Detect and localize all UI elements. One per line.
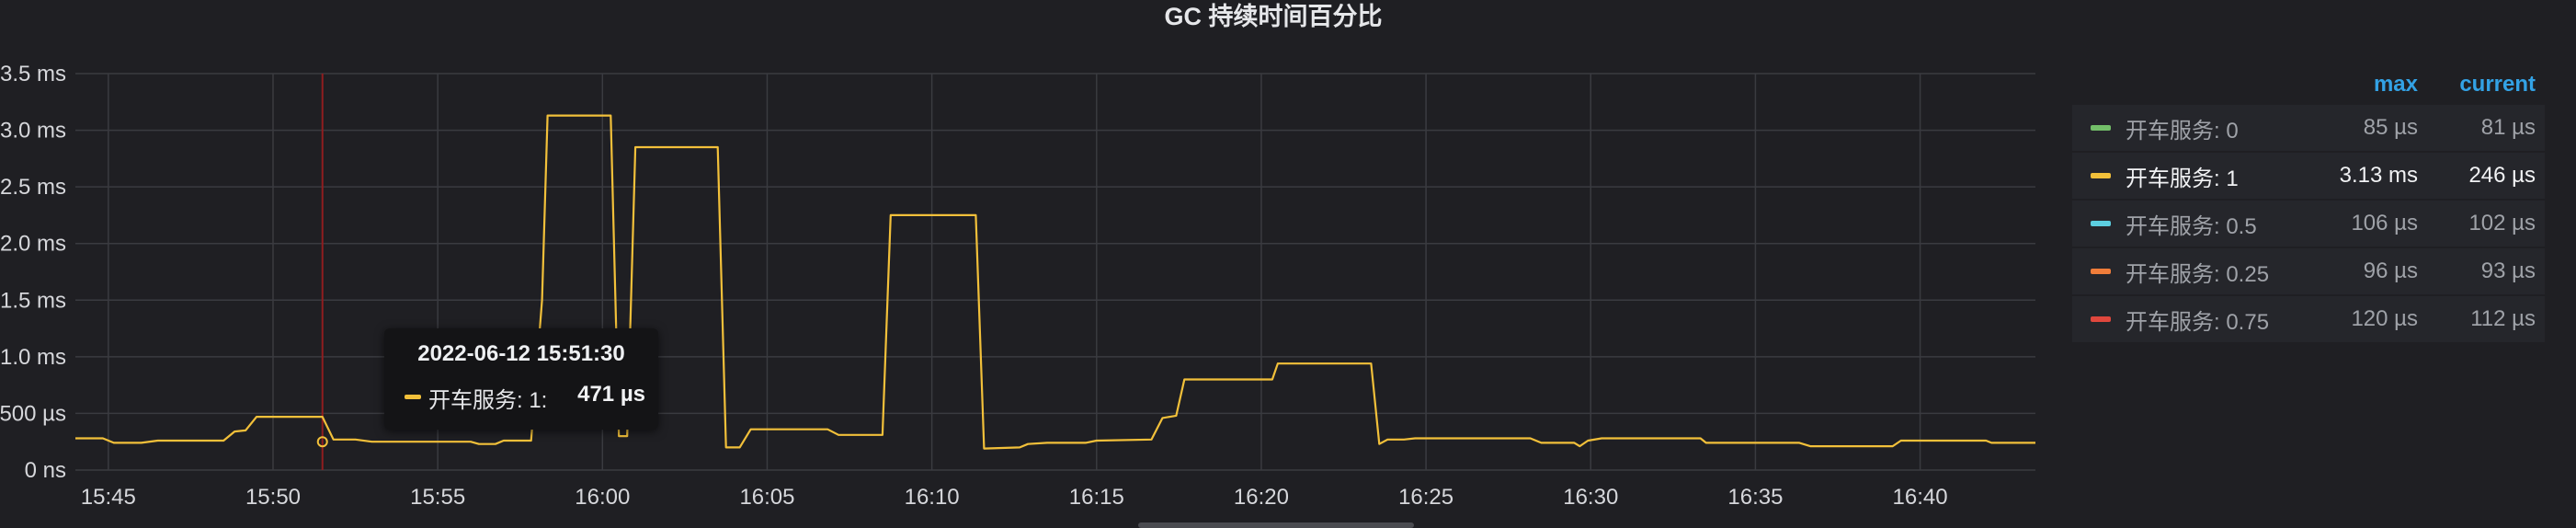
x-tick-label: 16:05 — [739, 485, 794, 510]
legend-item-max: 120 µs — [2351, 306, 2418, 331]
series-lines — [75, 114, 2035, 450]
legend-swatch[interactable] — [2091, 221, 2111, 226]
y-tick-label: 500 µs — [0, 401, 66, 426]
legend-item[interactable]: 开车服务: 0.5 106 µs 102 µs — [2072, 201, 2545, 247]
tooltip-series-row: 开车服务: 1: 471 µs — [405, 382, 645, 413]
legend-swatch[interactable] — [2091, 316, 2111, 322]
tooltip: 2022-06-12 15:51:30 开车服务: 1: 471 µs — [384, 328, 658, 430]
legend-swatch[interactable] — [2091, 269, 2111, 274]
legend-item-current: 112 µs — [2470, 306, 2536, 331]
tooltip-time: 2022-06-12 15:51:30 — [417, 341, 625, 366]
y-tick-label: 2.0 ms — [0, 232, 66, 257]
crosshair — [316, 74, 328, 470]
legend-item-current: 81 µs — [2480, 115, 2536, 140]
y-axis-ticks: 0 ns 500 µs 1.0 ms 1.5 ms 2.0 ms 2.5 ms 3.0 ms… — [0, 62, 66, 483]
legend-item[interactable]: 开车服务: 0 85 µs 81 µs — [2072, 105, 2545, 151]
legend-header-current[interactable]: current — [2459, 72, 2536, 97]
legend-item-name: 开车服务: 0.75 — [2126, 309, 2270, 335]
x-tick-label: 16:40 — [1893, 485, 1948, 510]
legend-item-max: 106 µs — [2351, 211, 2418, 235]
legend-header: max current — [2072, 64, 2545, 105]
legend-item-current: 246 µs — [2468, 163, 2536, 188]
legend-header-max[interactable]: max — [2373, 72, 2418, 97]
legend-item-name: 开车服务: 0.25 — [2126, 261, 2270, 287]
x-tick-label: 15:45 — [81, 485, 136, 510]
plot-area[interactable]: 0 ns 500 µs 1.0 ms 1.5 ms 2.0 ms 2.5 ms 3.0 ms… — [0, 0, 2059, 528]
series-line-0 — [75, 114, 2035, 450]
legend-item-name: 开车服务: 0 — [2126, 118, 2239, 143]
hover-point-marker — [316, 436, 328, 448]
x-tick-label: 15:50 — [245, 485, 301, 510]
legend-item-current: 93 µs — [2480, 258, 2536, 283]
legend-item-max: 96 µs — [2363, 258, 2418, 283]
legend-item-name: 开车服务: 0.5 — [2126, 213, 2257, 239]
legend-item[interactable]: 开车服务: 0.25 96 µs 93 µs — [2072, 248, 2545, 294]
chart-title: GC 持续时间百分比 — [1164, 3, 1383, 30]
y-tick-label: 2.5 ms — [0, 175, 66, 200]
x-tick-label: 16:25 — [1398, 485, 1453, 510]
y-tick-label: 0 ns — [25, 458, 66, 483]
legend-item[interactable]: 开车服务: 0.75 120 µs 112 µs — [2072, 296, 2545, 342]
horizontal-scrollbar[interactable] — [1138, 522, 1414, 528]
legend: max current 开车服务: 0 85 µs 81 µs 开车服务: 1 3.13… — [2072, 64, 2545, 344]
x-tick-label: 16:30 — [1563, 485, 1618, 510]
x-tick-label: 16:10 — [905, 485, 960, 510]
y-tick-label: 1.5 ms — [0, 288, 66, 313]
tooltip-series-label: 开车服务: 1: — [428, 388, 548, 413]
tooltip-series-swatch — [405, 395, 421, 399]
x-tick-label: 16:00 — [575, 485, 630, 510]
legend-item-name: 开车服务: 1 — [2126, 166, 2239, 191]
x-tick-label: 16:35 — [1727, 485, 1783, 510]
x-tick-label: 16:20 — [1234, 485, 1289, 510]
legend-swatch[interactable] — [2091, 173, 2111, 178]
y-tick-label: 1.0 ms — [0, 345, 66, 370]
legend-item-current: 102 µs — [2468, 211, 2536, 235]
x-tick-label: 15:55 — [410, 485, 465, 510]
grid — [75, 73, 2035, 471]
y-tick-label: 3.0 ms — [0, 119, 66, 143]
legend-item[interactable]: 开车服务: 1 3.13 ms 246 µs — [2072, 153, 2545, 199]
tooltip-series-value: 471 µs — [577, 382, 645, 407]
legend-swatch[interactable] — [2091, 125, 2111, 131]
legend-item-max: 85 µs — [2363, 115, 2418, 140]
x-tick-label: 16:15 — [1069, 485, 1124, 510]
legend-item-max: 3.13 ms — [2339, 163, 2418, 188]
x-axis-ticks: 15:45 15:50 15:55 16:00 16:05 16:10 16:15 16:20… — [81, 485, 1948, 510]
y-tick-label: 3.5 ms — [0, 62, 66, 86]
